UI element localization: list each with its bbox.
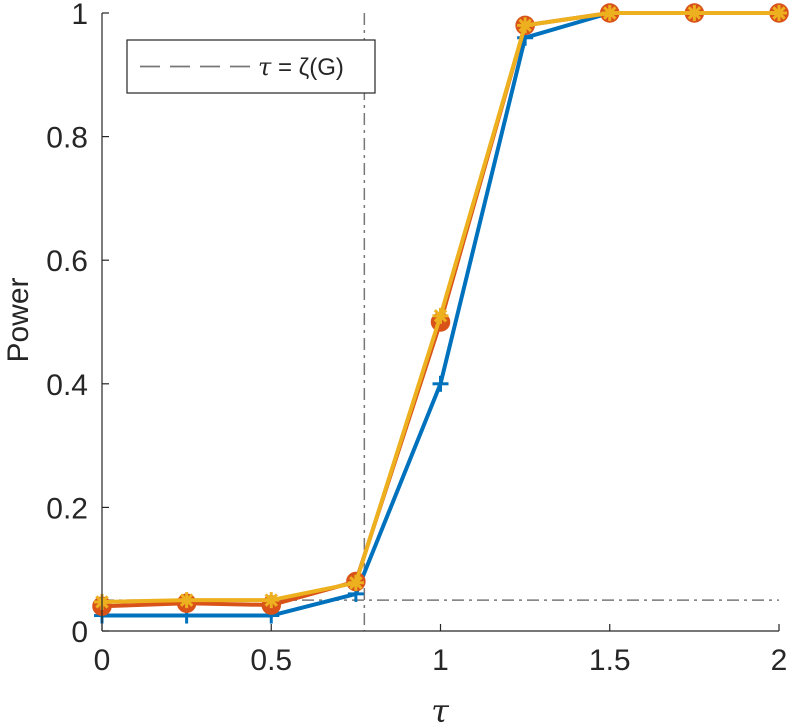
star-stroke [772, 6, 786, 20]
star-stroke [179, 593, 194, 607]
star-stroke [687, 6, 702, 20]
data-point-star [686, 5, 703, 21]
y-tick-label: 0.2 [46, 492, 88, 525]
y-tick-label: 1 [71, 0, 88, 31]
x-tick-label: 0.5 [250, 644, 292, 677]
legend-label: τ = ζ(G) [258, 53, 344, 81]
x-tick-label: 2 [771, 644, 788, 677]
series-3 [94, 5, 787, 610]
legend-box [126, 39, 376, 94]
star-stroke [518, 18, 532, 33]
y-tick-label: 0.8 [46, 122, 88, 155]
data-point-star [432, 307, 449, 324]
y-tick-label: 0.4 [46, 369, 88, 402]
x-tick-label: 1.5 [589, 644, 631, 677]
y-tick-label: 0.6 [46, 245, 88, 278]
star-stroke [349, 576, 363, 590]
x-axis-title: τ [431, 692, 450, 728]
data-point-star [347, 574, 364, 591]
data-point-star [263, 592, 280, 609]
star-stroke [603, 6, 617, 20]
data-point-plus [432, 375, 449, 392]
data-point-star [517, 17, 534, 34]
legend: τ = ζ(G) [126, 39, 376, 94]
series-line [101, 11, 779, 604]
reference-lines [102, 13, 779, 631]
data-point-star [771, 5, 787, 21]
x-tick-label: 0 [94, 644, 111, 677]
y-axis-title: Power [2, 277, 35, 362]
legend-tau-symbol: τ [258, 53, 272, 81]
star-stroke [433, 309, 448, 323]
data-point-star [178, 592, 195, 609]
series-layer [92, 3, 789, 624]
y-tick-label: 0 [71, 616, 88, 649]
data-point-star [601, 5, 618, 21]
x-tick-label: 1 [432, 644, 449, 677]
axes: 0 0.5 1 1.5 2 0 0.2 0.4 0.6 0.8 1 [46, 0, 787, 677]
legend-zeta-text: = ζ(G) [271, 54, 344, 81]
star-stroke [264, 593, 278, 607]
